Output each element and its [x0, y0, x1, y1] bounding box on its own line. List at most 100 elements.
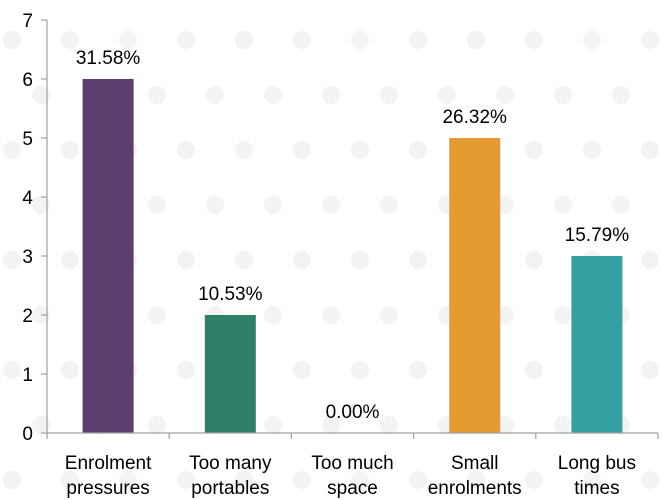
bar-0 — [82, 79, 134, 433]
background-dot — [3, 361, 21, 379]
data-label-0: 31.58% — [76, 48, 141, 69]
data-label-2: 0.00% — [326, 402, 380, 423]
background-dot — [206, 196, 224, 214]
background-dot — [351, 471, 369, 489]
background-dot — [351, 251, 369, 269]
background-dot — [264, 86, 282, 104]
background-dot — [293, 141, 311, 159]
background-dot — [409, 141, 427, 159]
background-dot — [438, 86, 456, 104]
background-dot — [554, 306, 572, 324]
background-dot — [496, 306, 514, 324]
background-dot — [148, 196, 166, 214]
background-dot — [32, 416, 50, 434]
background-dot — [119, 31, 137, 49]
background-dot — [641, 361, 659, 379]
data-label-4: 15.79% — [565, 225, 630, 246]
background-dot — [351, 141, 369, 159]
background-dot — [554, 416, 572, 434]
background-dot — [3, 31, 21, 49]
background-dot — [496, 196, 514, 214]
background-dot — [641, 31, 659, 49]
background-dot — [525, 251, 543, 269]
y-axis: 0 1 2 3 4 5 6 7 — [22, 11, 48, 445]
data-labels-group: 31.58% 10.53% 0.00% 26.32% 15.79% — [76, 48, 629, 423]
background-dot — [148, 86, 166, 104]
y-tick-label: 7 — [22, 11, 33, 32]
background-dot — [177, 141, 195, 159]
background-dot — [351, 31, 369, 49]
background-dot — [409, 471, 427, 489]
bar-3 — [449, 138, 501, 433]
background-dot — [61, 471, 79, 489]
background-dot — [293, 361, 311, 379]
bar-4 — [571, 256, 623, 433]
background-dot — [3, 141, 21, 159]
background-dot — [351, 361, 369, 379]
background-dot — [3, 471, 21, 489]
x-category-label-2: Too much space — [311, 453, 393, 499]
background-dot — [264, 416, 282, 434]
background-dot — [264, 196, 282, 214]
data-label-1: 10.53% — [198, 284, 263, 305]
background-dot — [380, 416, 398, 434]
background-dot — [496, 86, 514, 104]
background-dot — [554, 86, 572, 104]
y-tick-label: 1 — [22, 365, 33, 386]
background-dot — [409, 31, 427, 49]
background-dot — [641, 251, 659, 269]
background-dot — [322, 86, 340, 104]
background-dot — [235, 251, 253, 269]
data-label-3: 26.32% — [442, 107, 507, 128]
background-dot — [612, 196, 630, 214]
background-dot — [32, 196, 50, 214]
x-category-label-1: Too many portables — [189, 453, 272, 499]
background-dot — [322, 306, 340, 324]
y-tick-label: 0 — [22, 424, 33, 445]
background-dot — [525, 361, 543, 379]
background-dot — [148, 306, 166, 324]
background-dot — [119, 471, 137, 489]
background-dot — [583, 31, 601, 49]
background-dot — [3, 251, 21, 269]
background-dot — [293, 251, 311, 269]
background-dot — [235, 141, 253, 159]
background-dot — [61, 251, 79, 269]
background-dot — [61, 141, 79, 159]
background-dot — [409, 361, 427, 379]
background-dot — [61, 361, 79, 379]
background-dot — [583, 141, 601, 159]
background-dot — [380, 86, 398, 104]
x-axis: Enrolment pressures Too many portables Too m… — [46, 432, 659, 499]
x-category-label-4: Long bus times — [558, 453, 636, 499]
background-dot — [322, 196, 340, 214]
background-dot — [380, 196, 398, 214]
background-dot — [177, 251, 195, 269]
background-dot — [554, 196, 572, 214]
background-dot — [235, 471, 253, 489]
background-dot — [177, 471, 195, 489]
background-dot — [409, 251, 427, 269]
background-dot — [148, 416, 166, 434]
x-category-label-0: Enrolment pressures — [65, 453, 152, 499]
background-dot — [235, 31, 253, 49]
y-tick-label: 6 — [22, 70, 33, 91]
background-dot — [380, 306, 398, 324]
y-tick-label: 4 — [22, 188, 33, 209]
background-dot — [293, 471, 311, 489]
background-dot — [612, 86, 630, 104]
background-dot — [264, 306, 282, 324]
background-dot — [322, 416, 340, 434]
background-dot — [641, 141, 659, 159]
background-dot — [467, 31, 485, 49]
y-tick-label: 3 — [22, 247, 33, 268]
bar-1 — [204, 315, 256, 433]
background-dot — [583, 471, 601, 489]
background-dot — [206, 86, 224, 104]
background-dot — [61, 31, 79, 49]
background-dot — [496, 416, 514, 434]
background-dot — [467, 471, 485, 489]
background-dot — [525, 141, 543, 159]
background-dot — [293, 31, 311, 49]
background-dot — [177, 361, 195, 379]
